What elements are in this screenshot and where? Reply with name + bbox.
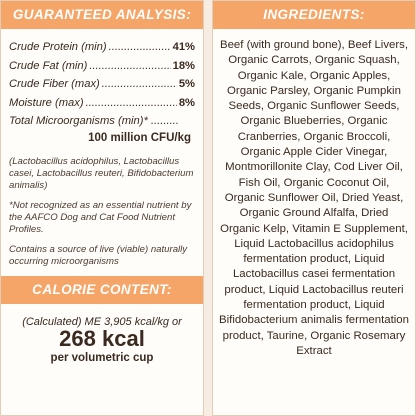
ingredients-panel: INGREDIENTS: Beef (with ground bone), Be… bbox=[212, 0, 416, 416]
nutrient-list: Crude Protein (min) 41% Crude Fat (min) … bbox=[1, 29, 203, 268]
nutrient-name: Crude Protein (min) bbox=[9, 41, 107, 53]
nutrient-row-moisture: Moisture (max) 8% bbox=[9, 97, 195, 116]
calorie-header: CALORIE CONTENT: bbox=[1, 276, 203, 304]
leader-dots bbox=[109, 41, 171, 53]
nutrient-row-fiber: Crude Fiber (max) 5% bbox=[9, 78, 195, 97]
nutrient-value: 41% bbox=[172, 41, 195, 53]
nutrient-name: Crude Fiber (max) bbox=[9, 78, 100, 90]
leader-dots bbox=[102, 78, 177, 90]
live-cultures-note: Contains a source of live (viable) natur… bbox=[9, 244, 188, 267]
microorganisms-value: 100 million CFU/kg bbox=[88, 132, 191, 144]
leader-dots bbox=[148, 115, 179, 127]
calorie-kcal: 268 kcal bbox=[59, 326, 145, 351]
leader-dots bbox=[86, 97, 177, 109]
nutrient-value: 18% bbox=[172, 59, 195, 72]
nutrient-row-protein: Crude Protein (min) 41% bbox=[9, 41, 195, 60]
analysis-header: GUARANTEED ANALYSIS: bbox=[1, 1, 203, 29]
ingredients-header: INGREDIENTS: bbox=[213, 1, 415, 29]
nutrient-row-fat: Crude Fat (min) 18% bbox=[9, 60, 195, 79]
nutrient-name: Crude Fat (min) bbox=[9, 59, 88, 72]
nutrient-value: 8% bbox=[178, 96, 195, 109]
strains-note: (Lactobacillus acidophilus, Lactobacillu… bbox=[9, 156, 194, 191]
leader-dots bbox=[89, 60, 170, 72]
microorganisms-row: Total Microorganisms (min)* bbox=[9, 115, 195, 132]
microorganisms-label: Total Microorganisms (min)* bbox=[9, 115, 148, 127]
analysis-panel: GUARANTEED ANALYSIS: Crude Protein (min)… bbox=[0, 0, 204, 416]
aafco-note: *Not recognized as an essential nutrient… bbox=[9, 200, 192, 235]
calorie-content: (Calculated) ME 3,905 kcal/kg or 268 kca… bbox=[1, 304, 203, 364]
ingredients-text: Beef (with ground bone), Beef Livers, Or… bbox=[219, 39, 409, 357]
calorie-unit: per volumetric cup bbox=[50, 352, 154, 364]
nutrient-name: Moisture (max) bbox=[9, 96, 84, 109]
calorie-calculated: (Calculated) ME 3,905 kcal/kg or bbox=[22, 316, 182, 328]
nutrient-value: 5% bbox=[178, 78, 195, 90]
